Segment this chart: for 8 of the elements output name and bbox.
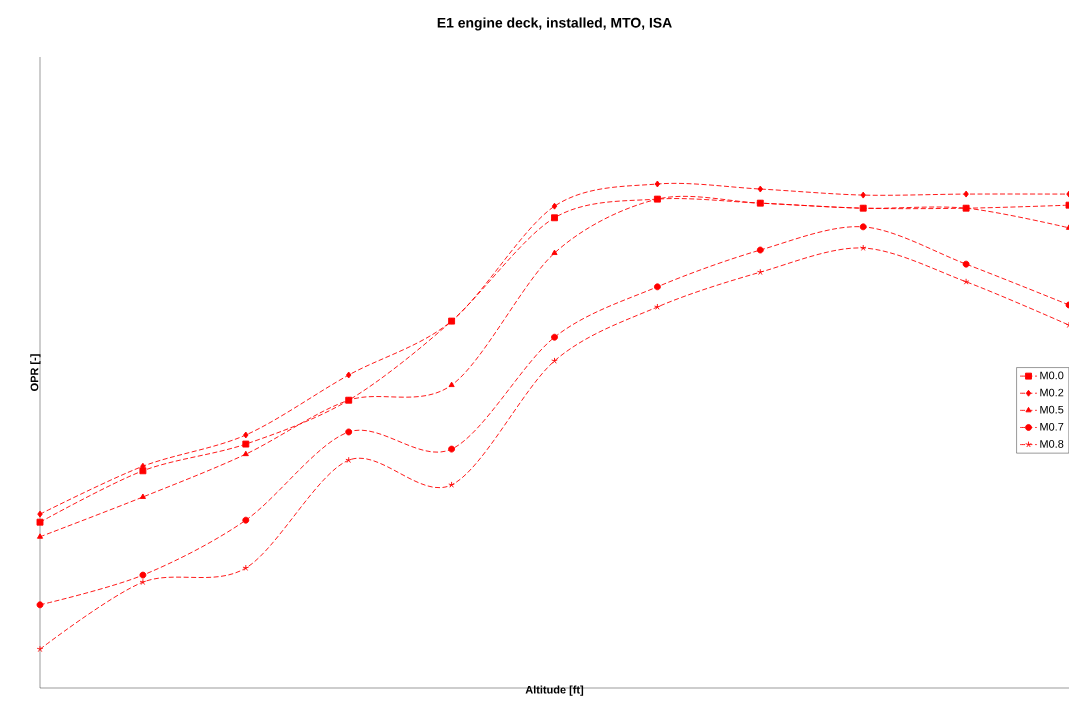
legend-label: M0.7 [1040, 422, 1064, 431]
x-axis-title: Altitude [ft] [525, 685, 584, 696]
legend-label: M0.2 [1040, 388, 1064, 397]
legend-label: M0.5 [1040, 405, 1064, 414]
legend-label: M0.0 [1040, 371, 1064, 380]
legend-label: M0.8 [1040, 440, 1064, 448]
y-axis-title: OPR [-] [30, 354, 41, 391]
chart-title: E1 engine deck, installed, MTO, ISA [437, 17, 672, 31]
